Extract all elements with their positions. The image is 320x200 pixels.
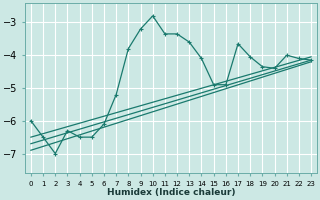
X-axis label: Humidex (Indice chaleur): Humidex (Indice chaleur) [107, 188, 235, 197]
